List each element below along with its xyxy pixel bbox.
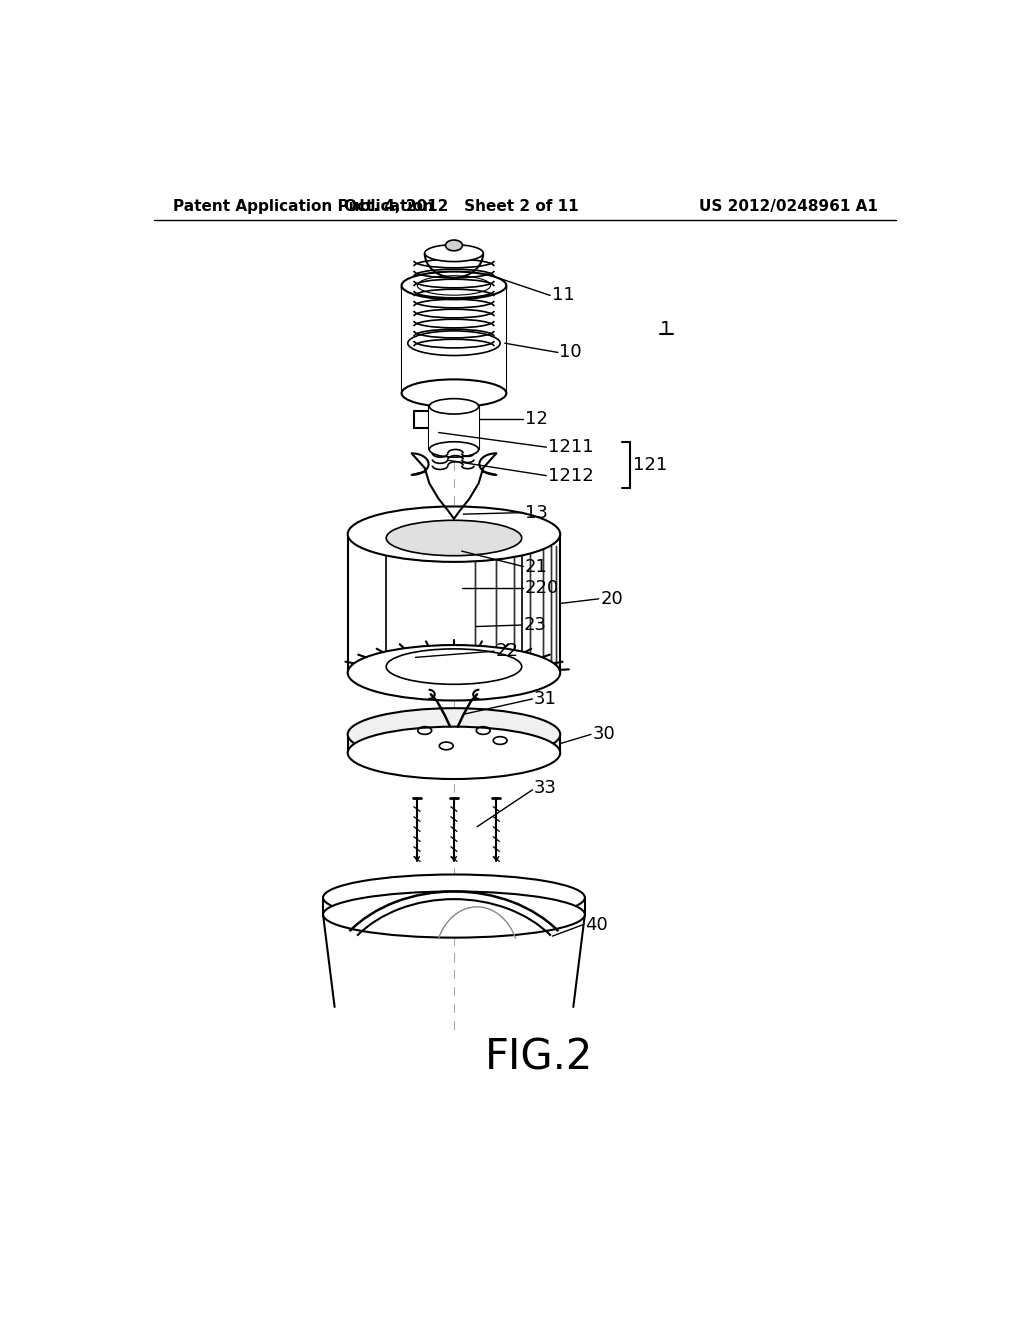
Ellipse shape xyxy=(429,399,478,414)
Text: FIG.2: FIG.2 xyxy=(484,1036,593,1078)
Text: 23: 23 xyxy=(523,616,546,634)
Ellipse shape xyxy=(348,507,560,562)
Text: 33: 33 xyxy=(535,779,557,797)
Ellipse shape xyxy=(401,272,506,300)
Text: 220: 220 xyxy=(524,579,559,597)
FancyBboxPatch shape xyxy=(348,535,560,673)
Text: 10: 10 xyxy=(559,343,582,362)
Ellipse shape xyxy=(386,520,521,556)
Text: US 2012/0248961 A1: US 2012/0248961 A1 xyxy=(698,198,878,214)
Ellipse shape xyxy=(445,240,463,251)
Text: 121: 121 xyxy=(633,455,667,474)
Text: 1212: 1212 xyxy=(548,467,594,484)
Ellipse shape xyxy=(386,649,521,684)
Text: 11: 11 xyxy=(552,286,574,305)
Text: 40: 40 xyxy=(585,916,607,933)
FancyBboxPatch shape xyxy=(401,285,506,393)
Text: 1211: 1211 xyxy=(548,438,594,457)
Ellipse shape xyxy=(408,331,500,355)
Text: 1: 1 xyxy=(660,319,673,339)
Polygon shape xyxy=(401,249,506,285)
Ellipse shape xyxy=(401,379,506,407)
Ellipse shape xyxy=(323,874,585,921)
Text: 22: 22 xyxy=(496,643,518,660)
FancyBboxPatch shape xyxy=(348,734,560,752)
Ellipse shape xyxy=(323,891,585,937)
Text: 12: 12 xyxy=(524,409,548,428)
Ellipse shape xyxy=(348,726,560,779)
Text: 30: 30 xyxy=(593,726,615,743)
Text: 31: 31 xyxy=(535,690,557,708)
Text: 20: 20 xyxy=(600,590,623,607)
Text: 21: 21 xyxy=(524,557,548,576)
Text: 13: 13 xyxy=(524,504,548,521)
Text: Patent Application Publication: Patent Application Publication xyxy=(173,198,433,214)
Text: Oct. 4, 2012   Sheet 2 of 11: Oct. 4, 2012 Sheet 2 of 11 xyxy=(344,198,579,214)
Ellipse shape xyxy=(425,244,483,261)
Ellipse shape xyxy=(348,645,560,701)
Ellipse shape xyxy=(348,708,560,760)
FancyBboxPatch shape xyxy=(429,407,478,449)
Ellipse shape xyxy=(429,442,478,457)
